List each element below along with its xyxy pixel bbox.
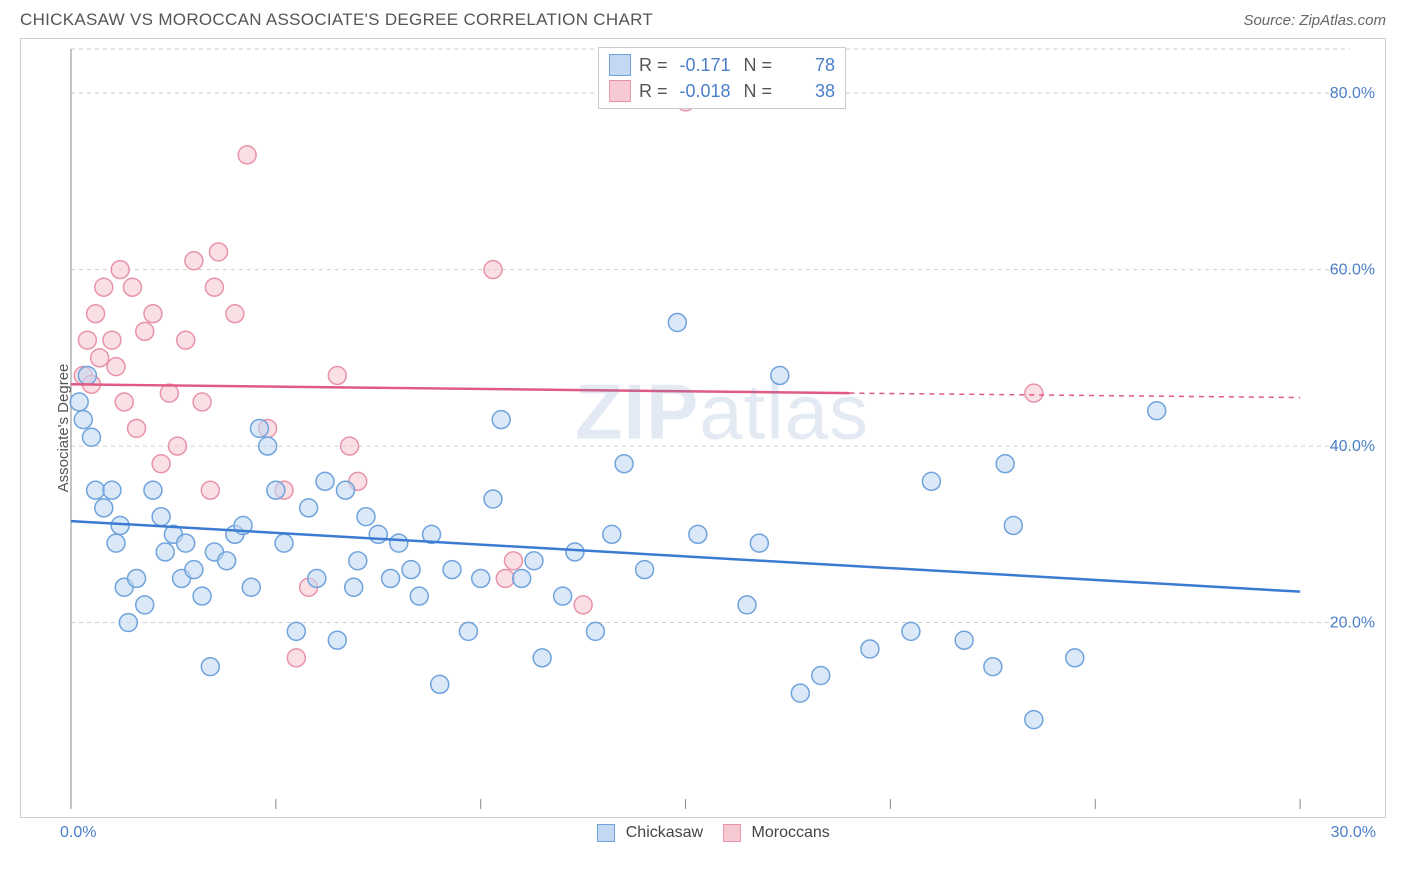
correlation-legend: R = -0.171 N = 78 R = -0.018 N = 38 bbox=[598, 47, 846, 109]
legend-swatch-pink bbox=[609, 80, 631, 102]
legend-r-value-1: -0.018 bbox=[676, 81, 731, 102]
legend-row-moroccans: R = -0.018 N = 38 bbox=[609, 78, 835, 104]
bottom-bar: 0.0% Chickasaw Moroccans 30.0% bbox=[0, 818, 1406, 842]
legend-r-value-0: -0.171 bbox=[676, 55, 731, 76]
legend-n-value-1: 38 bbox=[780, 81, 835, 102]
chart-container: Associate's Degree 20.0%40.0%60.0%80.0% … bbox=[20, 38, 1386, 818]
chart-header: CHICKASAW VS MOROCCAN ASSOCIATE'S DEGREE… bbox=[0, 0, 1406, 38]
legend-item-moroccans: Moroccans bbox=[723, 824, 830, 842]
x-axis-min-label: 0.0% bbox=[60, 824, 96, 842]
svg-text:80.0%: 80.0% bbox=[1330, 85, 1375, 102]
legend-label-chickasaw: Chickasaw bbox=[626, 824, 703, 841]
legend-n-value-0: 78 bbox=[780, 55, 835, 76]
legend-swatch-chickasaw bbox=[597, 824, 615, 842]
chart-title: CHICKASAW VS MOROCCAN ASSOCIATE'S DEGREE… bbox=[20, 10, 653, 30]
legend-swatch-blue bbox=[609, 54, 631, 76]
legend-row-chickasaw: R = -0.171 N = 78 bbox=[609, 52, 835, 78]
legend-n-label: N = bbox=[739, 55, 773, 76]
legend-r-label: R = bbox=[639, 81, 668, 102]
scatter-svg: 20.0% 40.0% 60.0% 80.0% bbox=[59, 39, 1385, 817]
svg-text:40.0%: 40.0% bbox=[1330, 438, 1375, 455]
legend-r-label: R = bbox=[639, 55, 668, 76]
legend-label-moroccans: Moroccans bbox=[752, 824, 830, 841]
series-legend: Chickasaw Moroccans bbox=[597, 824, 830, 842]
legend-item-chickasaw: Chickasaw bbox=[597, 824, 703, 842]
svg-text:60.0%: 60.0% bbox=[1330, 262, 1375, 279]
plot-area: 20.0%40.0%60.0%80.0% ZIPatlas R = -0.171… bbox=[59, 39, 1385, 817]
x-axis-max-label: 30.0% bbox=[1331, 824, 1376, 842]
chart-source: Source: ZipAtlas.com bbox=[1243, 12, 1386, 29]
legend-n-label: N = bbox=[739, 81, 773, 102]
legend-swatch-moroccans bbox=[723, 824, 741, 842]
svg-text:20.0%: 20.0% bbox=[1330, 615, 1375, 632]
